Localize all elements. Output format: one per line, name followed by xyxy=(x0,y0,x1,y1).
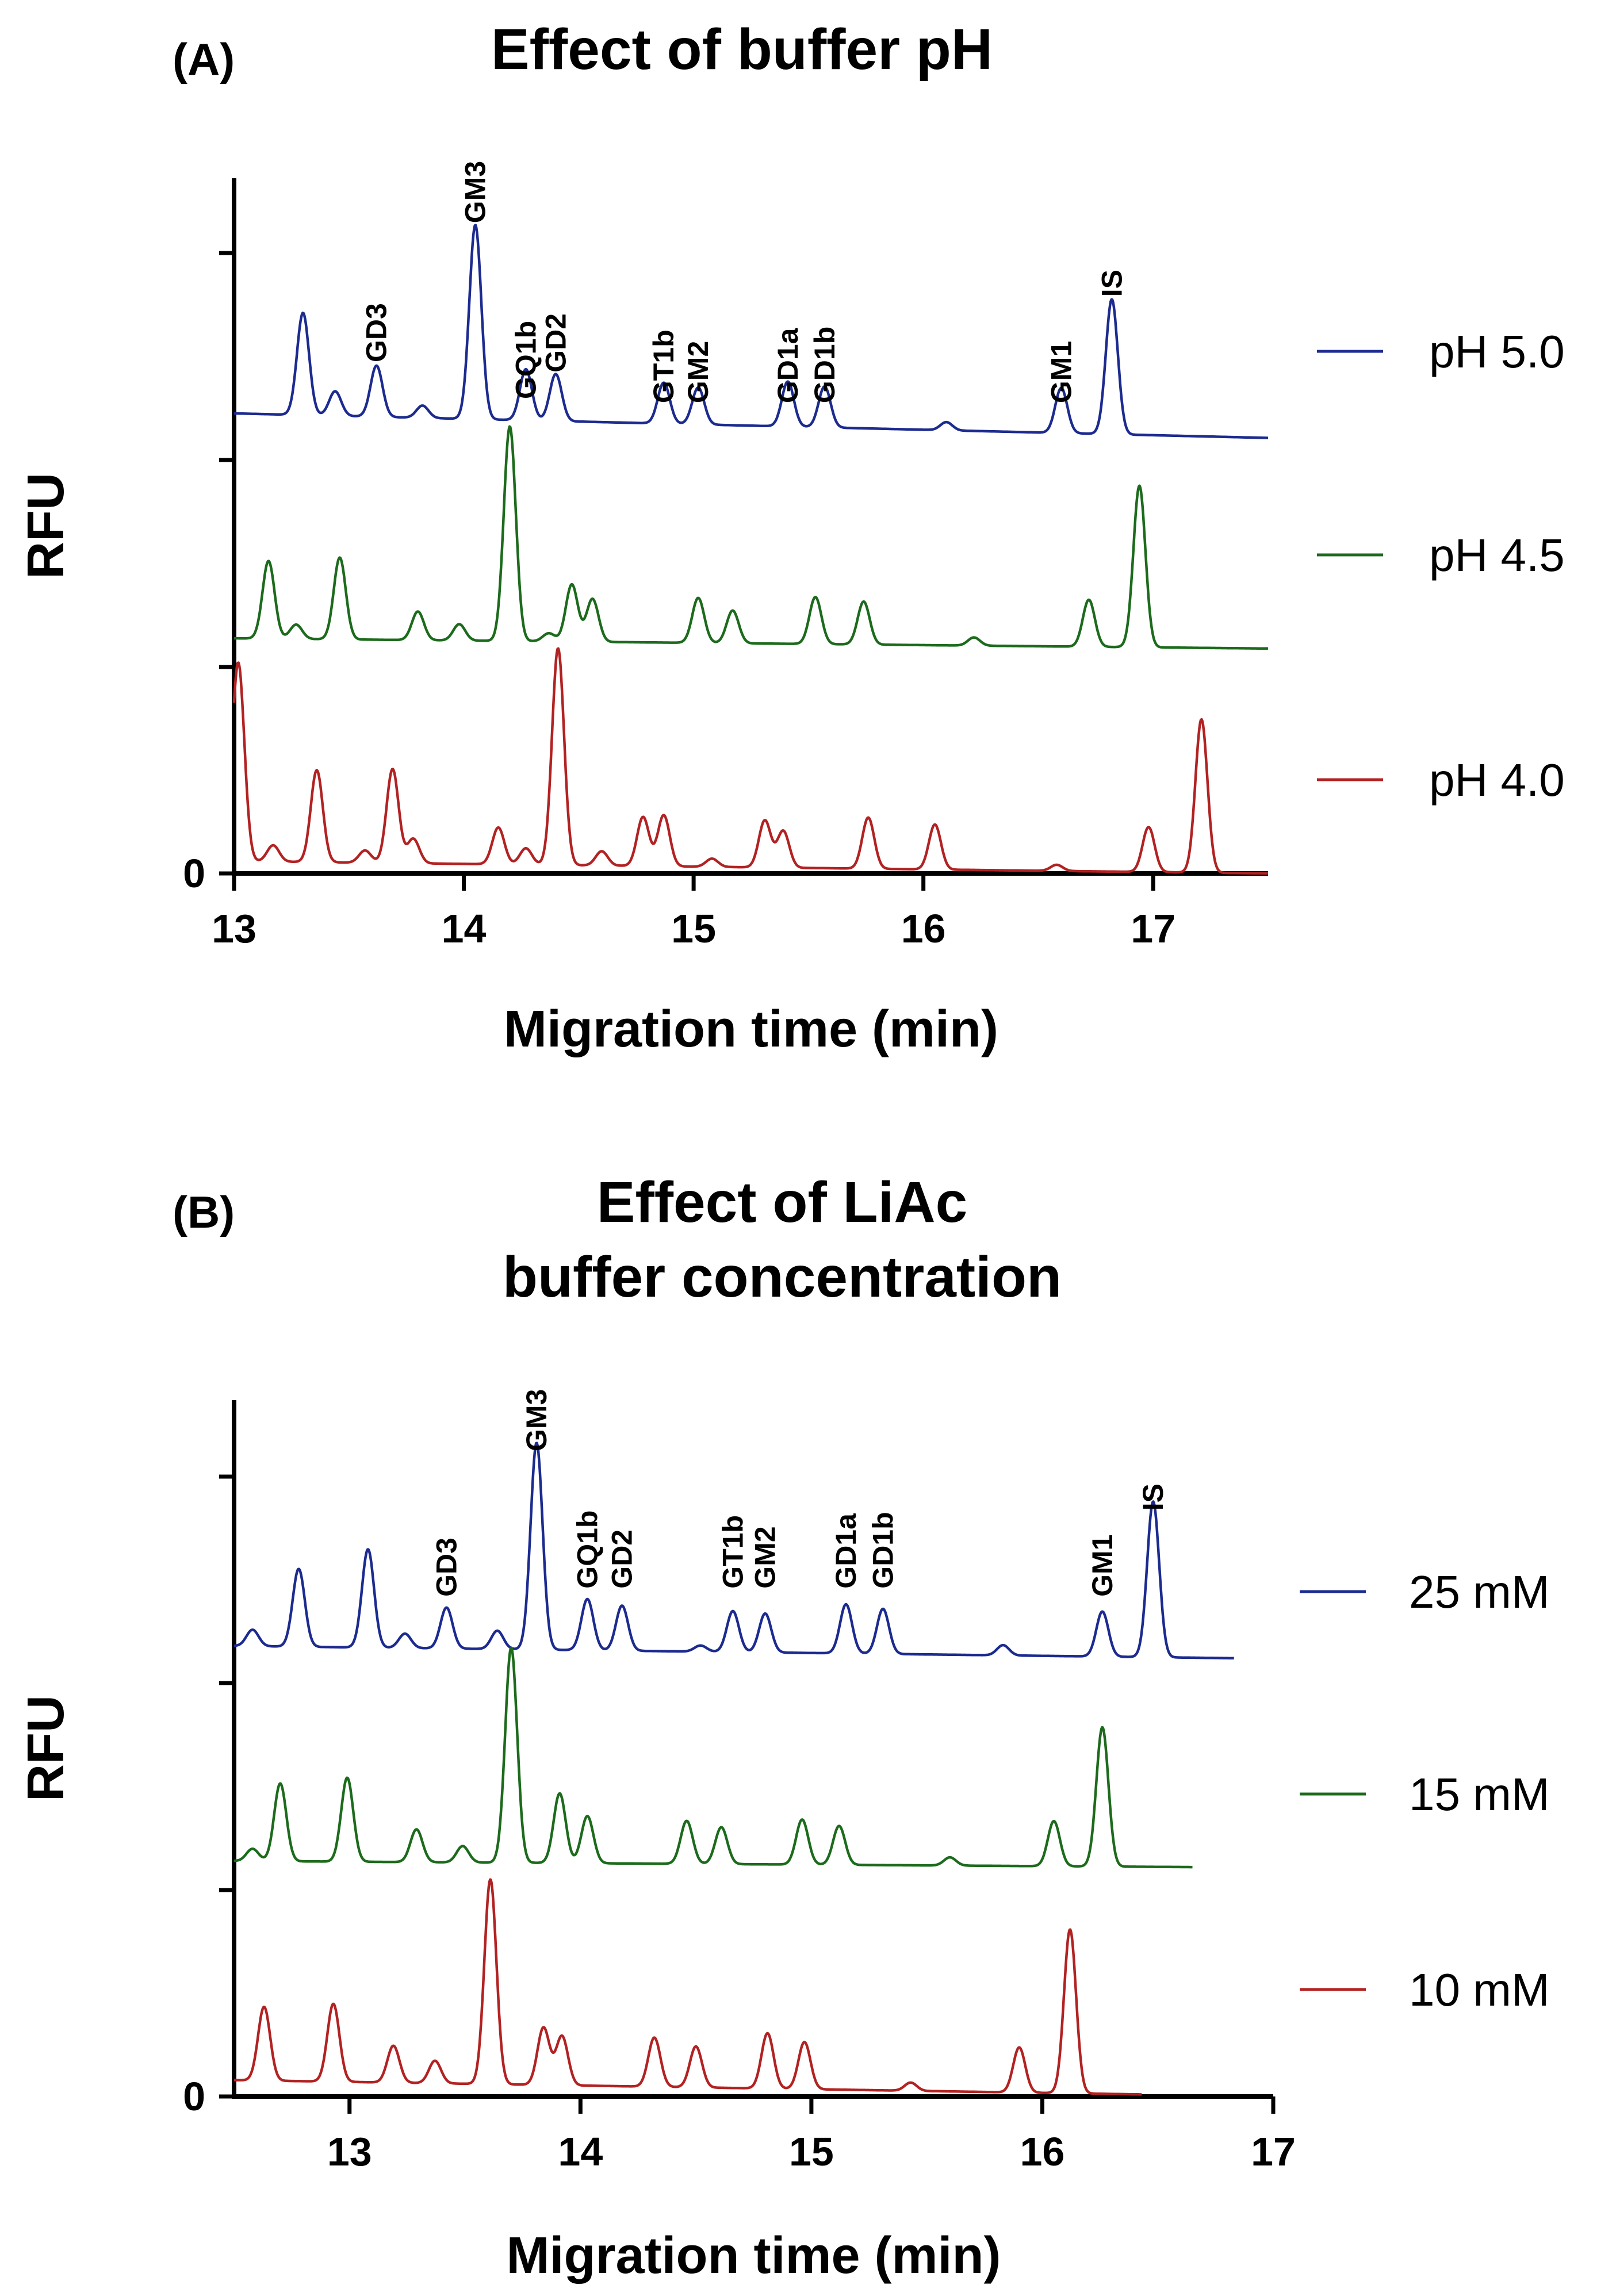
chart-title: buffer concentration xyxy=(503,1245,1062,1309)
peak-label: GD1b xyxy=(809,327,841,403)
legend-label: pH 5.0 xyxy=(1429,326,1565,377)
chart-panel-b: (B) Effect of LiAc buffer concentration 0 13… xyxy=(17,1170,1550,2284)
x-tick-label: 13 xyxy=(327,2129,372,2174)
x-axis-title: Migration time (min) xyxy=(504,1001,998,1058)
peak-label: GM2 xyxy=(749,1526,782,1588)
panel-label: (A) xyxy=(173,34,235,85)
series-line-pH-4_5 xyxy=(233,425,1269,650)
peak-label: GT1b xyxy=(648,329,680,403)
x-tick-label: 16 xyxy=(1020,2129,1065,2174)
peak-label: GM3 xyxy=(459,161,492,223)
x-tick-label: 16 xyxy=(901,906,946,951)
peak-label: GM2 xyxy=(682,341,714,403)
panel-label: (B) xyxy=(173,1187,235,1237)
x-tick-label: 15 xyxy=(789,2129,834,2174)
chart-title: Effect of LiAc xyxy=(597,1170,967,1235)
x-tick-label: 13 xyxy=(212,906,256,951)
series-line-10-mM xyxy=(233,1878,1143,2096)
x-tick-label: 14 xyxy=(442,906,487,951)
series-line-15-mM xyxy=(233,1646,1193,1869)
peak-label: GT1b xyxy=(717,1515,749,1589)
series-line-pH-4_0 xyxy=(232,647,1269,875)
peak-label: GQ1b xyxy=(510,321,542,399)
peak-label: GD1a xyxy=(830,1513,862,1589)
peak-label: GD3 xyxy=(430,1538,462,1597)
peak-label: IS xyxy=(1096,270,1128,297)
x-tick-label: 15 xyxy=(671,906,716,951)
peak-label: GD3 xyxy=(361,303,393,362)
x-axis-title: Migration time (min) xyxy=(507,2227,1001,2284)
y-axis-title: RFU xyxy=(17,1695,75,1801)
series-line-25-mM xyxy=(233,1442,1235,1660)
legend-label: 15 mM xyxy=(1409,1769,1550,1820)
peak-label: GD1b xyxy=(867,1512,899,1588)
x-tick-label: 17 xyxy=(1131,906,1175,951)
y-tick-label: 0 xyxy=(183,2074,205,2119)
x-tick-label: 14 xyxy=(558,2129,603,2174)
peak-label: IS xyxy=(1137,1484,1169,1511)
peak-label: GQ1b xyxy=(571,1511,603,1589)
y-axis-title: RFU xyxy=(17,473,75,579)
legend-label: pH 4.5 xyxy=(1429,530,1565,581)
chart-title: Effect of buffer pH xyxy=(491,17,993,82)
x-tick-label: 17 xyxy=(1251,2129,1296,2174)
peak-label: GM1 xyxy=(1045,341,1077,403)
legend-label: 10 mM xyxy=(1409,1964,1550,2015)
peak-label: GD2 xyxy=(606,1530,638,1589)
peak-label: GM1 xyxy=(1086,1535,1119,1597)
legend-label: pH 4.0 xyxy=(1429,754,1565,806)
peak-label: GM3 xyxy=(520,1389,553,1451)
peak-label: GD2 xyxy=(539,313,572,373)
series-line-pH-5_0 xyxy=(233,224,1269,439)
y-tick-label: 0 xyxy=(183,851,205,896)
chart-panel-a: (A) Effect of buffer pH 013 14 15 16 17 Migrati… xyxy=(17,17,1565,1058)
legend-label: 25 mM xyxy=(1409,1566,1550,1617)
peak-label: GD1a xyxy=(772,327,804,403)
